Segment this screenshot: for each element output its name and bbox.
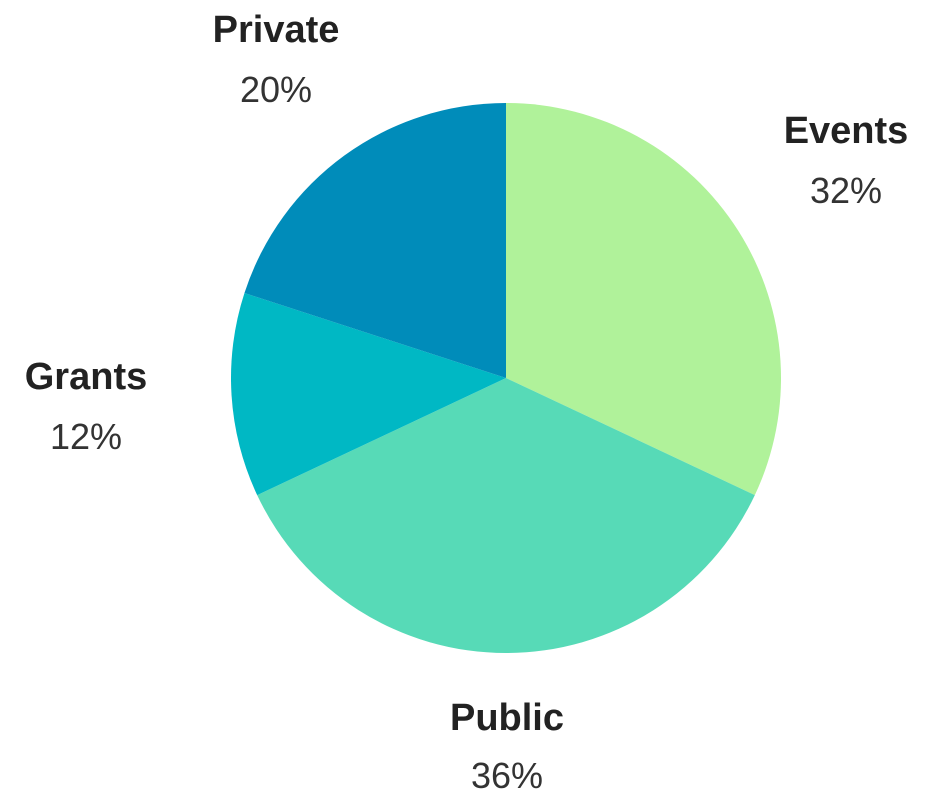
slice-label-public: Public [450,697,564,739]
slice-value-events: 32% [810,170,882,211]
pie-slices [230,103,782,654]
pie-slice-private [244,103,506,378]
slice-group-private: Private 20% [213,9,340,110]
slice-label-grants: Grants [25,356,147,398]
slice-value-private: 20% [240,69,312,110]
slice-group-events: Events 32% [784,110,909,211]
slice-label-private: Private [213,9,340,51]
pie-slice-events [506,103,782,496]
slice-label-events: Events [784,110,909,152]
slice-value-public: 36% [471,755,543,796]
pie-slice-grants [230,293,506,496]
slice-group-grants: Grants 12% [25,356,147,457]
pie-slice-public [257,378,755,654]
slice-group-public: Public 36% [450,697,564,796]
slice-value-grants: 12% [50,416,122,457]
